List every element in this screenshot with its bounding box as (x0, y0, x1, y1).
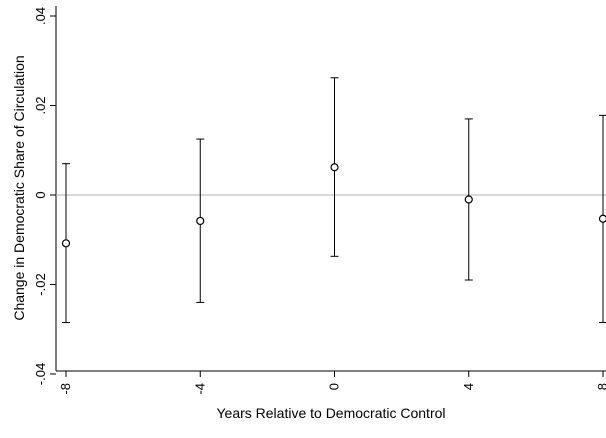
y-tick-label: .02 (33, 96, 48, 114)
confidence-intervals (62, 78, 606, 323)
x-tick-label: 8 (595, 383, 606, 390)
axes (56, 6, 606, 371)
y-axis-title: Change in Democratic Share of Circulatio… (11, 55, 27, 320)
y-tick-label: -.04 (33, 363, 48, 385)
x-axis-ticks: -8 -4 0 4 8 (58, 371, 606, 395)
x-tick-label: -8 (58, 383, 73, 395)
point-estimate-marker (331, 164, 338, 171)
point-estimate-marker (465, 196, 472, 203)
point-estimate-marker (600, 215, 606, 222)
point-estimate-marker (63, 240, 70, 247)
y-tick-label: .04 (33, 7, 48, 25)
point-estimate-marker (197, 217, 204, 224)
x-axis-title: Years Relative to Democratic Control (216, 405, 445, 421)
x-tick-label: -4 (192, 383, 207, 395)
y-tick-label: 0 (33, 191, 48, 198)
x-tick-label: 4 (461, 383, 476, 390)
y-tick-label: -.02 (33, 273, 48, 295)
x-tick-label: 0 (327, 383, 342, 390)
y-axis-ticks: -.04 -.02 0 .02 .04 (33, 7, 56, 385)
